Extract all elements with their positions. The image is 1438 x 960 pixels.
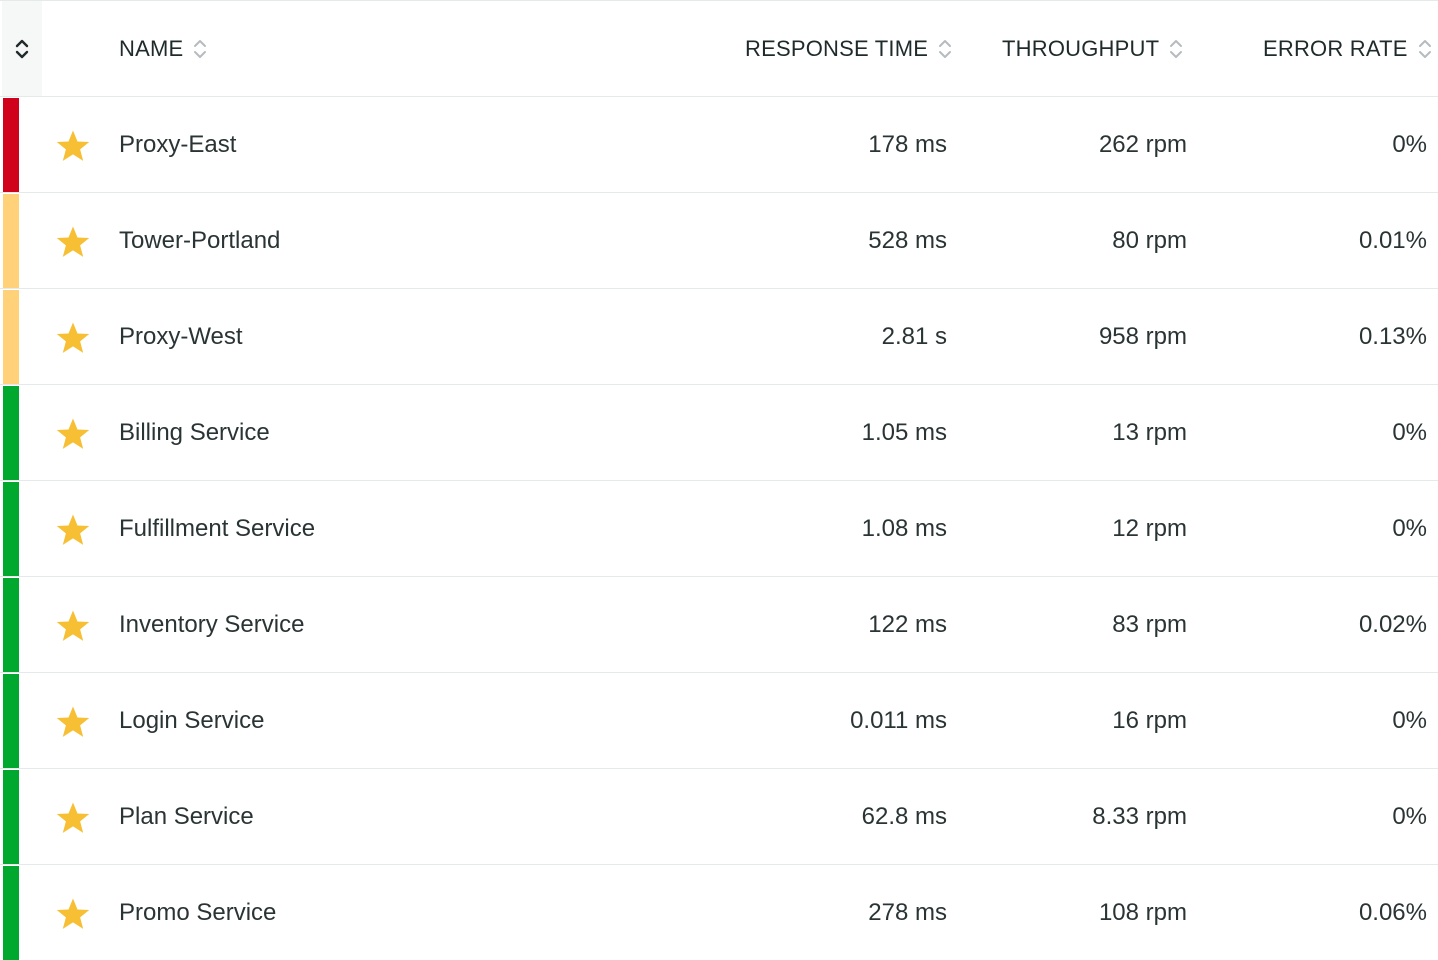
star-icon[interactable] xyxy=(54,321,92,355)
table-row[interactable]: Tower-Portland 528 ms 80 rpm 0.01% xyxy=(0,193,1438,289)
error-rate: 0% xyxy=(1392,515,1427,542)
service-name[interactable]: Plan Service xyxy=(119,803,254,830)
table-row[interactable]: Proxy-East 178 ms 262 rpm 0% xyxy=(0,97,1438,193)
throughput: 13 rpm xyxy=(1112,419,1187,446)
star-icon[interactable] xyxy=(54,705,92,739)
status-indicator xyxy=(3,866,19,960)
status-indicator xyxy=(3,578,19,672)
status-indicator xyxy=(3,98,19,192)
star-icon[interactable] xyxy=(54,801,92,835)
sort-icon xyxy=(1170,39,1183,58)
service-name[interactable]: Login Service xyxy=(119,707,265,734)
error-rate: 0% xyxy=(1392,707,1427,734)
error-rate: 0.02% xyxy=(1358,611,1427,638)
throughput: 8.33 rpm xyxy=(1092,803,1187,830)
service-name[interactable]: Inventory Service xyxy=(119,611,305,638)
star-icon[interactable] xyxy=(54,609,92,643)
column-header-response-time[interactable]: RESPONSE TIME xyxy=(745,1,952,96)
error-rate: 0.06% xyxy=(1358,899,1427,926)
error-rate: 0% xyxy=(1392,419,1427,446)
table-row[interactable]: Inventory Service 122 ms 83 rpm 0.02% xyxy=(0,577,1438,673)
response-time: 62.8 ms xyxy=(861,803,947,830)
status-indicator xyxy=(3,674,19,768)
column-header-throughput-label: THROUGHPUT xyxy=(1002,35,1160,61)
service-name[interactable]: Proxy-West xyxy=(119,323,243,350)
table-row[interactable]: Login Service 0.011 ms 16 rpm 0% xyxy=(0,673,1438,769)
star-icon[interactable] xyxy=(54,897,92,931)
error-rate: 0% xyxy=(1392,131,1427,158)
service-name[interactable]: Promo Service xyxy=(119,899,277,926)
star-icon[interactable] xyxy=(54,417,92,451)
table-row[interactable]: Proxy-West 2.81 s 958 rpm 0.13% xyxy=(0,289,1438,385)
status-sort-button[interactable] xyxy=(2,1,42,96)
response-time: 0.011 ms xyxy=(850,707,947,734)
error-rate: 0% xyxy=(1392,803,1427,830)
throughput: 12 rpm xyxy=(1112,515,1187,542)
star-icon[interactable] xyxy=(54,225,92,259)
star-icon[interactable] xyxy=(54,513,92,547)
response-time: 1.08 ms xyxy=(861,515,947,542)
column-header-name-label: NAME xyxy=(119,35,184,61)
throughput: 958 rpm xyxy=(1098,323,1187,350)
response-time: 528 ms xyxy=(868,227,947,254)
column-header-error-rate[interactable]: ERROR RATE xyxy=(1263,1,1432,96)
column-header-response-time-label: RESPONSE TIME xyxy=(745,35,929,61)
status-indicator xyxy=(3,290,19,384)
status-indicator xyxy=(3,482,19,576)
throughput: 108 rpm xyxy=(1098,899,1187,926)
sort-icon xyxy=(1418,39,1431,58)
throughput: 262 rpm xyxy=(1098,131,1187,158)
throughput: 83 rpm xyxy=(1112,611,1187,638)
chevron-up-down-icon xyxy=(15,39,29,58)
star-icon[interactable] xyxy=(54,129,92,163)
column-header-error-rate-label: ERROR RATE xyxy=(1263,35,1408,61)
table-header: NAME RESPONSE TIME THROUGHPUT ERROR RATE xyxy=(0,1,1438,97)
response-time: 122 ms xyxy=(868,611,947,638)
column-header-name[interactable]: NAME xyxy=(119,1,207,96)
status-indicator xyxy=(3,194,19,288)
throughput: 80 rpm xyxy=(1112,227,1187,254)
status-indicator xyxy=(3,386,19,480)
table-row[interactable]: Fulfillment Service 1.08 ms 12 rpm 0% xyxy=(0,481,1438,577)
table-row[interactable]: Plan Service 62.8 ms 8.33 rpm 0% xyxy=(0,769,1438,865)
error-rate: 0.13% xyxy=(1358,323,1427,350)
service-name[interactable]: Billing Service xyxy=(119,419,270,446)
sort-icon xyxy=(939,39,952,58)
response-time: 178 ms xyxy=(868,131,947,158)
service-name[interactable]: Tower-Portland xyxy=(119,227,281,254)
service-name[interactable]: Proxy-East xyxy=(119,131,237,158)
service-name[interactable]: Fulfillment Service xyxy=(119,515,316,542)
error-rate: 0.01% xyxy=(1358,227,1427,254)
throughput: 16 rpm xyxy=(1112,707,1187,734)
sort-icon xyxy=(194,39,207,58)
response-time: 278 ms xyxy=(868,899,947,926)
column-header-throughput[interactable]: THROUGHPUT xyxy=(1002,1,1183,96)
table-row[interactable]: Promo Service 278 ms 108 rpm 0.06% xyxy=(0,865,1438,960)
response-time: 1.05 ms xyxy=(861,419,947,446)
table-row[interactable]: Billing Service 1.05 ms 13 rpm 0% xyxy=(0,385,1438,481)
status-indicator xyxy=(3,770,19,864)
response-time: 2.81 s xyxy=(881,323,947,350)
